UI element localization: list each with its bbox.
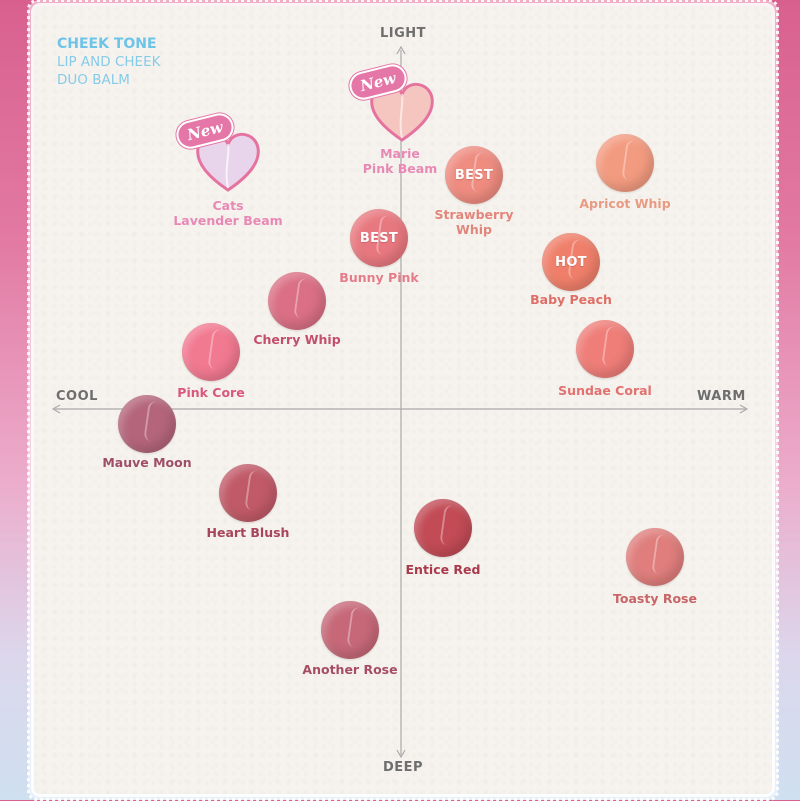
label-toasty-rose: Toasty Rose: [613, 591, 697, 606]
swatch-bunny-pink: BEST: [350, 209, 408, 267]
label-cats-lavender-beam: Cats Lavender Beam: [173, 198, 283, 228]
brand-line-2: LIP AND CHEEK: [57, 54, 161, 70]
marie-heart-icon: [370, 82, 434, 142]
brand-line-1: CHEEK TONE: [57, 36, 157, 52]
label-heart-blush: Heart Blush: [206, 525, 290, 540]
label-bunny-pink: Bunny Pink: [339, 270, 419, 285]
arrow-down-icon: [396, 749, 406, 759]
swatch-mauve-moon: [118, 395, 176, 453]
arrow-left-icon: [51, 404, 61, 414]
swatch-pink-core: [182, 323, 240, 381]
cats-heart-icon: [196, 132, 260, 192]
label-apricot-whip: Apricot Whip: [579, 196, 671, 211]
label-another-rose: Another Rose: [302, 662, 398, 677]
swatch-apricot-whip: [596, 134, 654, 192]
arrow-right-icon: [739, 404, 749, 414]
label-strawberry-whip: Strawberry Whip: [434, 207, 514, 237]
swatch-cherry-whip: [268, 272, 326, 330]
label-cherry-whip: Cherry Whip: [253, 332, 341, 347]
axis-label-warm: WARM: [697, 389, 746, 404]
brand-title: CHEEK TONE LIP AND CHEEK DUO BALM: [57, 35, 160, 89]
axis-label-light: LIGHT: [380, 26, 427, 41]
brand-line-3: DUO BALM: [57, 72, 130, 88]
swatch-baby-peach: HOT: [542, 233, 600, 291]
label-baby-peach: Baby Peach: [530, 292, 612, 307]
label-marie-pink-beam: Marie Pink Beam: [362, 146, 438, 176]
label-entice-red: Entice Red: [405, 562, 481, 577]
swatch-toasty-rose: [626, 528, 684, 586]
swatch-sundae-coral: [576, 320, 634, 378]
axis-label-cool: COOL: [56, 389, 98, 404]
label-pink-core: Pink Core: [177, 385, 245, 400]
label-sundae-coral: Sundae Coral: [558, 383, 652, 398]
swatch-another-rose: [321, 601, 379, 659]
swatch-strawberry-whip: BEST: [445, 146, 503, 204]
label-mauve-moon: Mauve Moon: [102, 455, 192, 470]
axis-label-deep: DEEP: [383, 760, 424, 775]
swatch-entice-red: [414, 499, 472, 557]
swatch-heart-blush: [219, 464, 277, 522]
arrow-up-icon: [396, 45, 406, 55]
